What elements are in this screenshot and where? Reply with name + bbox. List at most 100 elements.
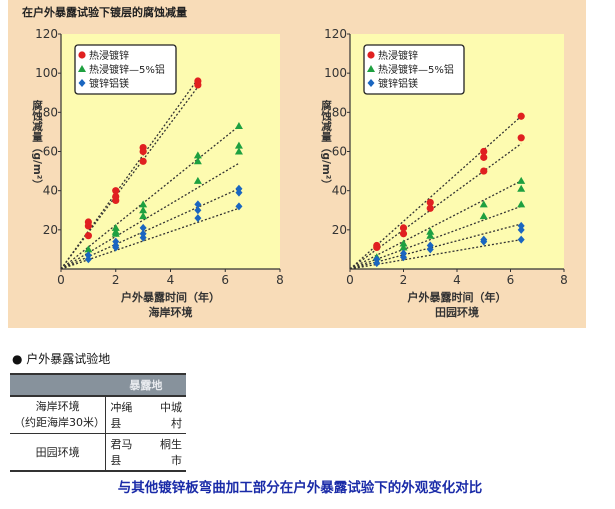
data-point	[479, 200, 488, 208]
data-point	[193, 151, 202, 159]
x-tick-label: 2	[400, 273, 408, 287]
x-tick-label: 8	[560, 273, 568, 287]
y-axis-label: 腐蚀减量（g/m²）	[320, 99, 332, 190]
x-axis-label: 户外暴露时间（年）	[121, 290, 220, 304]
data-point	[139, 233, 147, 242]
data-point	[517, 225, 525, 234]
legend-marker	[78, 51, 86, 59]
x-tick-label: 6	[221, 273, 229, 287]
y-tick-label: 40	[332, 184, 347, 198]
legend-box	[74, 44, 177, 95]
data-point	[194, 200, 202, 209]
y-tick-label: 60	[43, 145, 58, 159]
y-tick-label: 100	[324, 66, 347, 80]
y-tick-label: 120	[35, 27, 58, 41]
data-point	[111, 229, 120, 237]
y-tick-label: 80	[332, 105, 347, 119]
trend-line	[349, 180, 522, 270]
table-cell: 君马县	[105, 433, 147, 472]
data-point	[139, 212, 148, 220]
data-point	[426, 245, 434, 254]
data-point	[373, 259, 381, 268]
data-point	[194, 206, 202, 215]
table-cell: 海岸环境 （约距海岸30米）	[10, 396, 107, 434]
chart-coastal: 0 2 4 6 8 20 40 60 80 100 120 户外暴露时间（年）海岸环境 腐蚀减量（g/m…	[31, 27, 284, 319]
data-point	[235, 188, 243, 197]
data-point	[84, 255, 92, 264]
table-cell: 田园环境	[10, 433, 107, 472]
y-axis-label: 腐蚀减量（g/m²）	[31, 99, 43, 190]
data-point	[426, 231, 435, 239]
data-point	[400, 253, 407, 262]
legend-label: 热浸镀锌	[89, 49, 129, 62]
data-point	[480, 147, 488, 156]
data-point	[139, 157, 147, 165]
legend-label: 镀锌铝镁	[89, 77, 129, 90]
data-point	[234, 122, 243, 130]
data-point	[234, 147, 243, 155]
trend-line	[60, 86, 199, 270]
trend-line	[349, 143, 522, 270]
data-point	[399, 243, 408, 251]
data-point	[193, 176, 202, 184]
data-point	[235, 202, 243, 211]
x-axis-label: 户外暴露时间（年）	[408, 290, 507, 304]
data-point	[84, 222, 92, 230]
table-cell: 冲绳县	[105, 396, 147, 434]
data-point	[234, 141, 243, 149]
data-point	[517, 200, 526, 208]
data-point	[112, 243, 120, 252]
x-tick-label: 6	[507, 273, 515, 287]
x-tick-label: 0	[57, 273, 65, 287]
data-point	[426, 204, 434, 212]
data-point	[373, 243, 381, 252]
data-point	[426, 227, 435, 235]
data-point	[194, 214, 202, 223]
figure-title: 在户外暴露试验下镀层的腐蚀减量	[22, 6, 187, 19]
legend-marker	[367, 79, 375, 87]
x-tick-label: 4	[453, 273, 461, 287]
data-point	[517, 134, 525, 142]
data-point	[479, 212, 488, 220]
data-point	[480, 153, 488, 161]
x-tick-label: 2	[112, 273, 120, 287]
data-point	[399, 230, 408, 238]
data-point	[194, 81, 202, 89]
y-tick-label: 20	[43, 223, 58, 237]
chart-subtitle: 海岸环境	[149, 305, 193, 319]
data-point	[84, 232, 92, 240]
legend-box	[363, 44, 465, 95]
data-point	[139, 147, 147, 156]
data-point	[139, 200, 148, 208]
legend-label: 热浸镀锌—5%铝	[89, 63, 165, 76]
caption: 与其他镀锌板弯曲加工部分在户外暴露试验下的外观变化对比	[117, 480, 483, 496]
trend-line	[60, 162, 240, 270]
data-point	[84, 245, 93, 253]
legend-label: 镀锌铝镁	[378, 77, 418, 90]
chart-subtitle: 田园环境	[435, 305, 479, 319]
test-site-table: 暴露地 海岸环境 （约距海岸30米） 冲绳县 中城村 田园环境 君马县 桐生市	[10, 373, 186, 472]
data-point	[139, 223, 147, 232]
y-tick-label: 60	[332, 145, 347, 159]
y-tick-label: 100	[35, 66, 58, 80]
data-point	[399, 239, 408, 247]
legend-marker	[78, 79, 86, 87]
data-point	[480, 237, 488, 246]
legend-label: 热浸镀锌—5%铝	[378, 63, 454, 76]
section-title-text: 户外暴露试验地	[26, 352, 111, 366]
data-point	[426, 198, 434, 207]
data-point	[111, 223, 120, 231]
y-tick-label: 40	[43, 184, 58, 198]
x-tick-label: 0	[346, 273, 354, 287]
data-point	[139, 206, 148, 214]
data-point	[399, 224, 408, 232]
data-point	[517, 112, 525, 120]
legend-marker	[367, 65, 375, 72]
data-point	[112, 196, 120, 205]
x-tick-label: 8	[276, 273, 284, 287]
data-point	[517, 184, 526, 192]
table-header-site: 暴露地	[105, 373, 186, 397]
data-point	[480, 167, 488, 175]
chart-rural: 0 2 4 6 8 20 40 60 80 100 120 户外暴露时间（年）田园环境 腐蚀减量（g/m…	[320, 27, 568, 319]
y-tick-label: 80	[43, 105, 58, 119]
